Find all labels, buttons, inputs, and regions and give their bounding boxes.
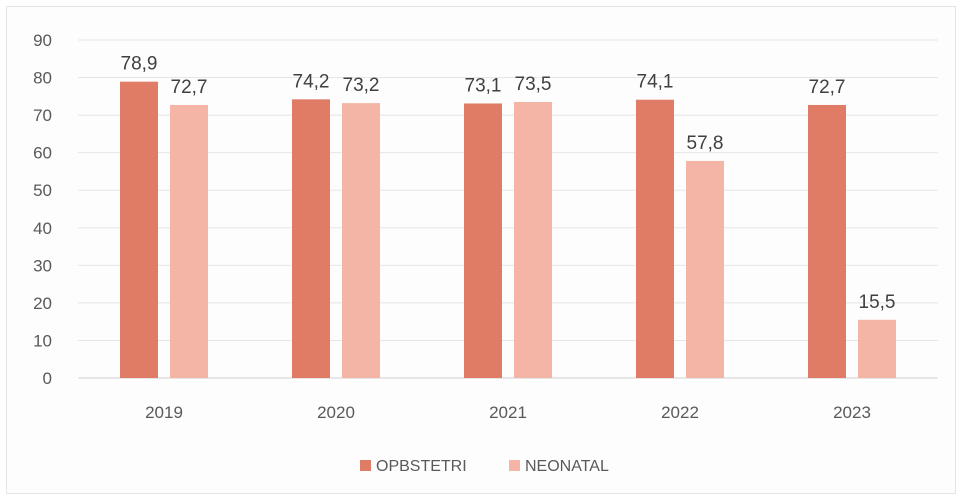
bar-neonatal-2019 [170,104,208,379]
bar-neonatal-2020 [342,103,380,379]
data-labels: 78,9 72,7 74,2 73,2 73,1 73,5 74,1 57,8 72,7 15,5 [121,54,896,313]
data-label-neonatal-2023: 15,5 [859,292,896,313]
bar-neonatal-2021 [514,101,552,378]
x-tick-label: 2023 [833,403,871,422]
y-tick-label: 30 [33,256,52,275]
y-tick-label: 60 [33,144,52,163]
y-tick-label: 0 [43,369,52,388]
bar-opbstetri-2019 [120,81,158,378]
data-label-opbstetri-2019: 78,9 [121,54,158,75]
legend-swatch-opbstetri [360,460,371,471]
x-tick-label: 2022 [661,403,699,422]
data-label-opbstetri-2022: 74,1 [637,72,674,93]
data-label-neonatal-2021: 73,5 [515,74,552,95]
bar-opbstetri-2020 [292,99,330,379]
y-tick-label: 90 [33,31,52,50]
x-tick-label: 2019 [145,403,183,422]
bar-opbstetri-2021 [464,103,502,379]
x-tick-label: 2021 [489,403,527,422]
data-label-opbstetri-2023: 72,7 [809,77,846,98]
legend-label-neonatal: NEONATAL [525,458,609,475]
y-axis: 0 10 20 30 40 50 60 70 80 90 [33,31,52,388]
bar-opbstetri-2023 [808,104,846,379]
y-tick-label: 80 [33,69,52,88]
y-tick-label: 20 [33,294,52,313]
legend: OPBSTETRI NEONATAL [360,458,609,475]
data-label-opbstetri-2020: 74,2 [293,71,330,92]
x-tick-label: 2020 [317,403,355,422]
data-label-neonatal-2019: 72,7 [171,77,208,98]
legend-swatch-neonatal [509,460,520,471]
y-tick-label: 70 [33,106,52,125]
x-axis: 2019 2020 2021 2022 2023 [145,403,871,422]
data-label-neonatal-2020: 73,2 [343,75,380,96]
y-tick-label: 50 [33,181,52,200]
legend-label-opbstetri: OPBSTETRI [376,458,467,475]
data-label-neonatal-2022: 57,8 [687,133,724,154]
y-tick-label: 10 [33,331,52,350]
bars [120,81,896,379]
data-label-opbstetri-2021: 73,1 [465,75,502,96]
gridlines [78,39,938,379]
y-tick-label: 40 [33,219,52,238]
bar-neonatal-2023 [858,319,896,378]
bar-neonatal-2022 [686,160,724,378]
bar-opbstetri-2022 [636,99,674,379]
